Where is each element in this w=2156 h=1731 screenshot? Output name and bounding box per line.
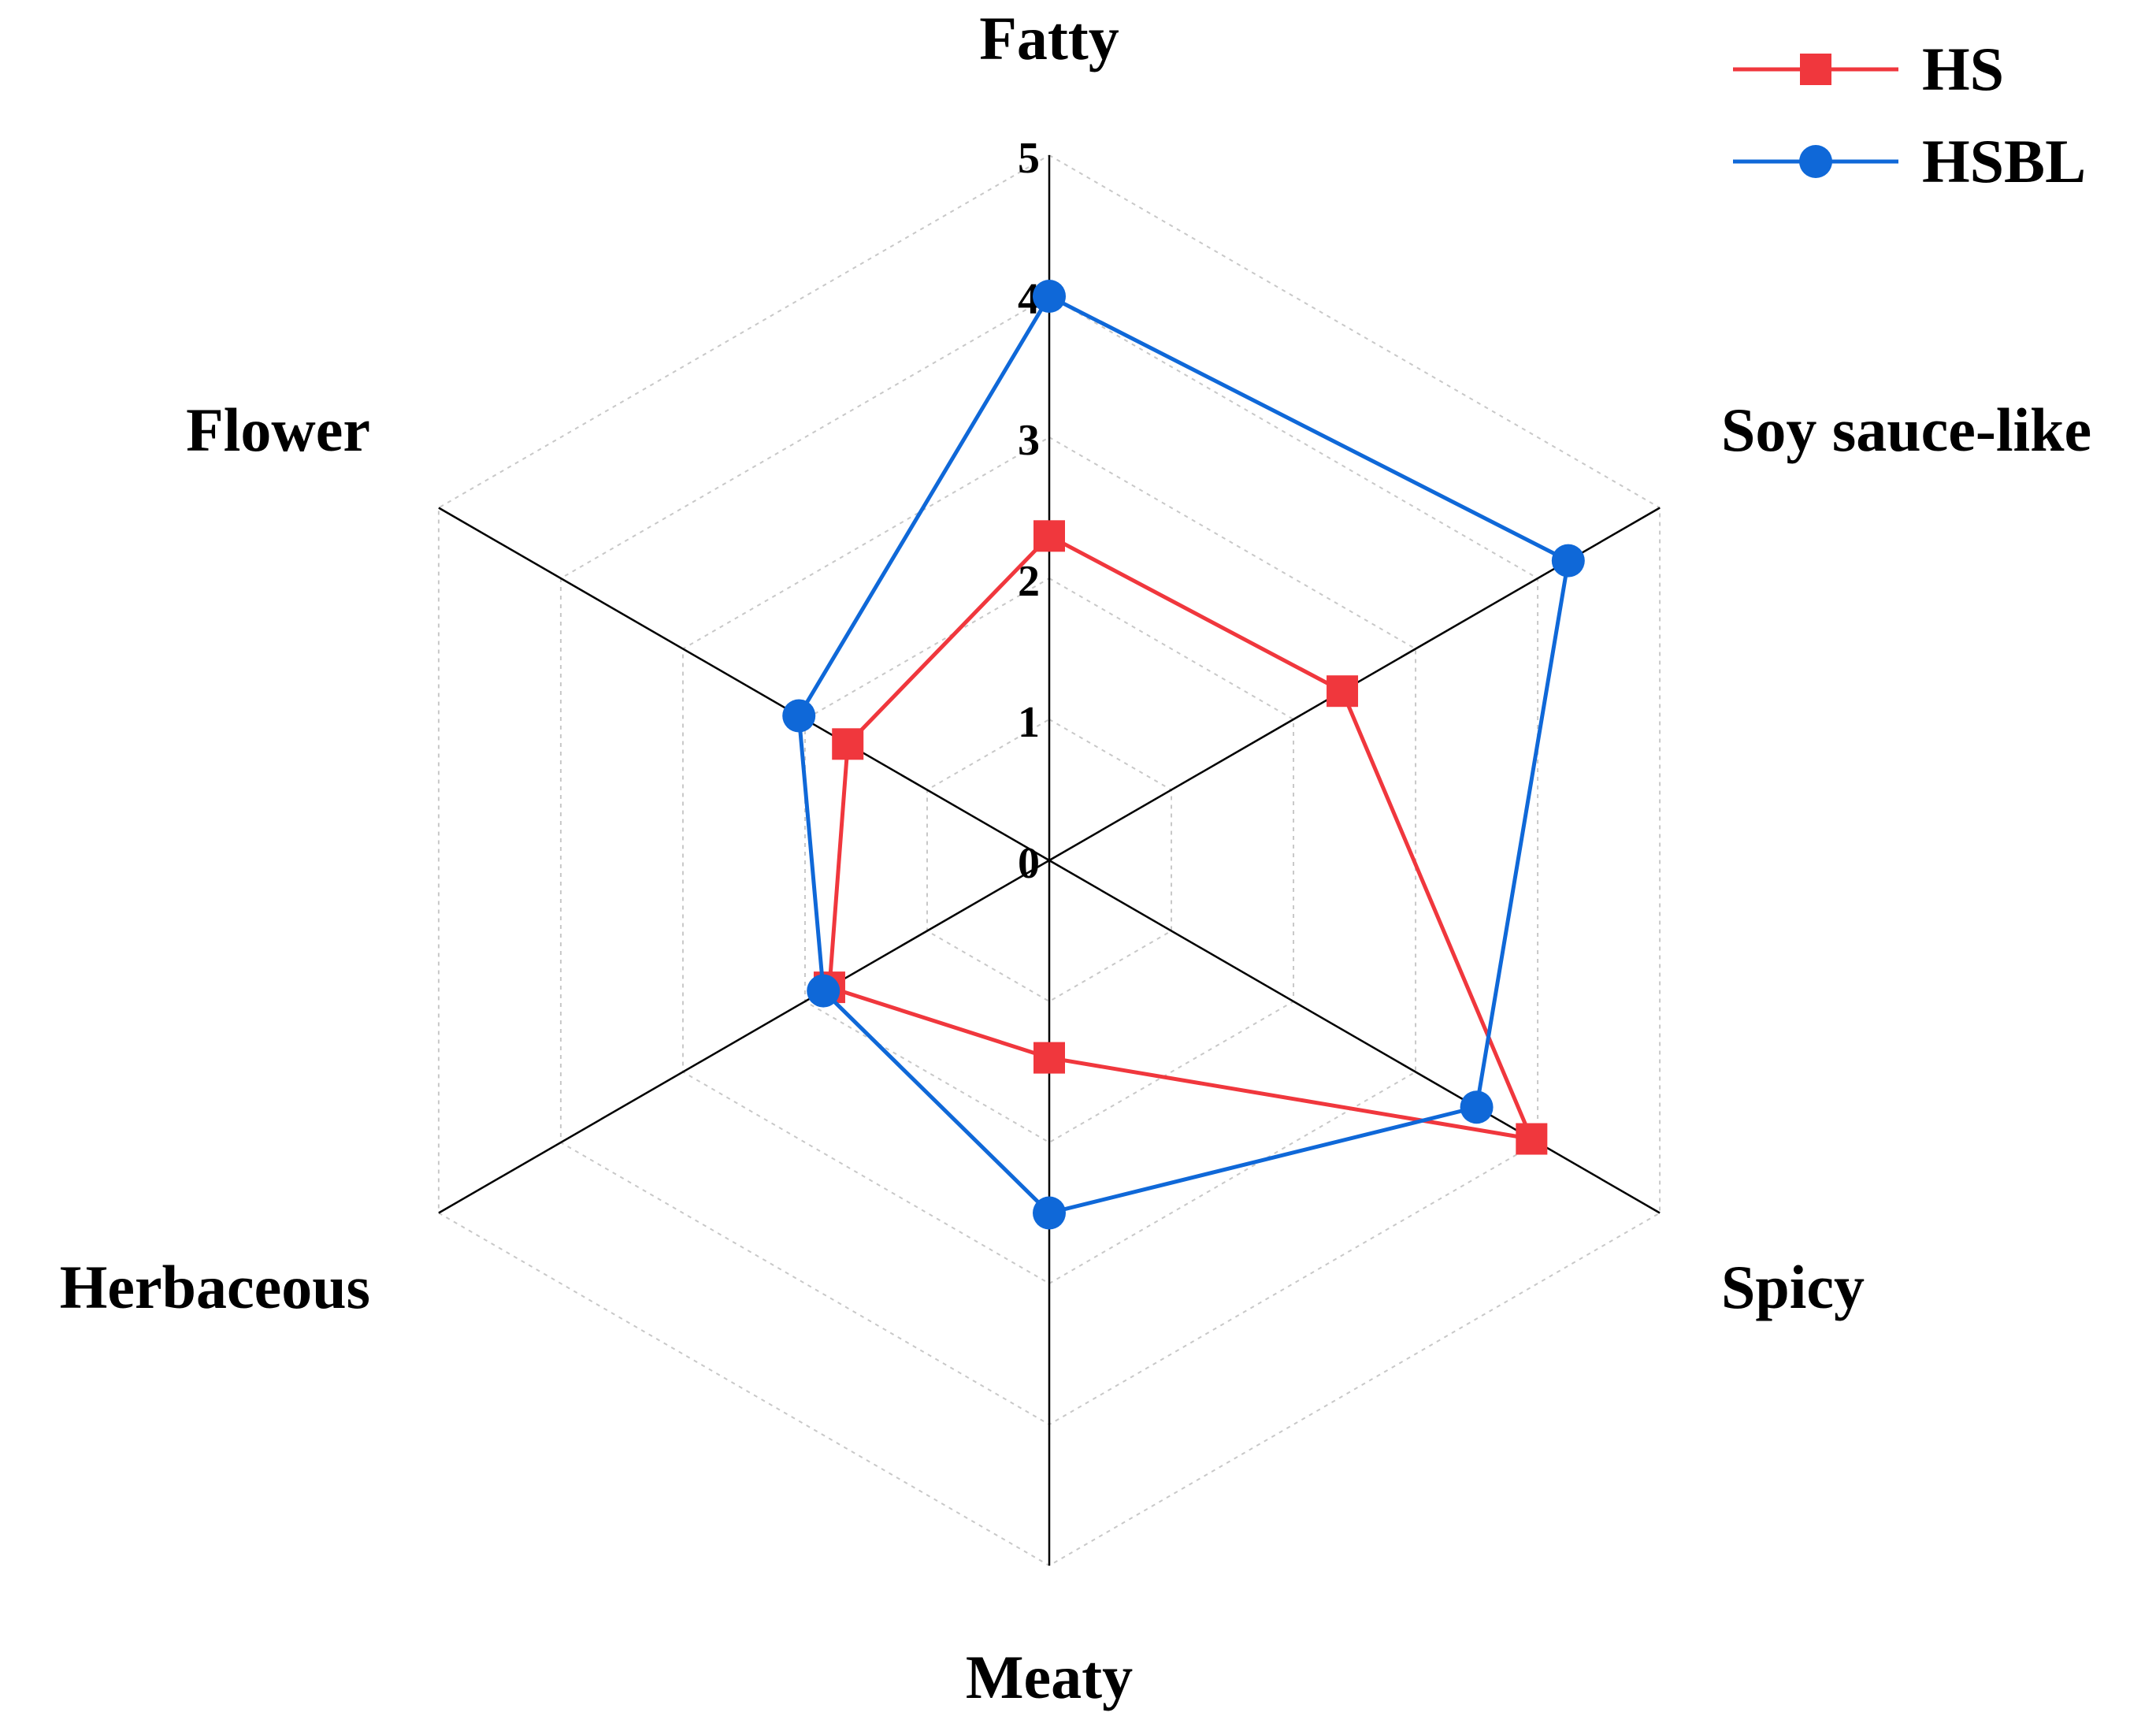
point-hs-flower (832, 728, 864, 760)
legend-item-hsbl: HSBL (1733, 127, 2086, 195)
point-hs-fatty (1033, 520, 1065, 552)
series-line-hsbl (796, 293, 1571, 1216)
axis-label-herbaceous: Herbaceous (60, 1253, 370, 1321)
tick-label-1: 1 (1018, 698, 1040, 747)
point-hsbl-fatty (1033, 280, 1066, 313)
tick-label-3: 3 (1018, 416, 1040, 465)
series-layer (782, 280, 1585, 1230)
axis-label-meaty: Meaty (966, 1643, 1133, 1711)
axis-line-2 (1048, 859, 1661, 1214)
series-line-hs (827, 533, 1535, 1142)
point-hsbl-soy-sauce-like (1551, 544, 1585, 578)
point-hsbl-herbaceous (807, 974, 841, 1008)
point-hsbl-meaty (1033, 1196, 1066, 1230)
legend-label-hsbl: HSBL (1922, 127, 2086, 195)
point-hs-meaty (1033, 1042, 1065, 1074)
legend-marker-hsbl (1799, 145, 1832, 178)
point-hsbl-flower (782, 699, 816, 733)
series-hsbl (782, 280, 1585, 1230)
point-hs-spicy (1516, 1123, 1548, 1155)
legend: HS HSBL (1733, 35, 2086, 195)
legend-marker-hs (1800, 54, 1831, 85)
axis-label-flower: Flower (186, 396, 370, 464)
tick-label-5: 5 (1018, 134, 1040, 183)
axis-label-spicy: Spicy (1721, 1253, 1865, 1321)
axis-label-layer: Fatty Soy sauce-like Spicy Meaty Herbaceous F… (60, 4, 2091, 1711)
axis-label-soy-sauce-like: Soy sauce-like (1721, 396, 2091, 464)
legend-item-hs: HS (1733, 35, 2004, 103)
legend-label-hs: HS (1922, 35, 2004, 103)
point-hs-soy-sauce-like (1327, 675, 1359, 708)
axis-line-5 (438, 507, 1050, 862)
series-hs (813, 520, 1548, 1155)
axis-layer (438, 155, 1661, 1566)
axis-line-4 (438, 859, 1050, 1214)
point-hsbl-spicy (1460, 1090, 1494, 1124)
axis-label-fatty: Fatty (979, 4, 1119, 72)
tick-label-0: 0 (1018, 839, 1040, 888)
